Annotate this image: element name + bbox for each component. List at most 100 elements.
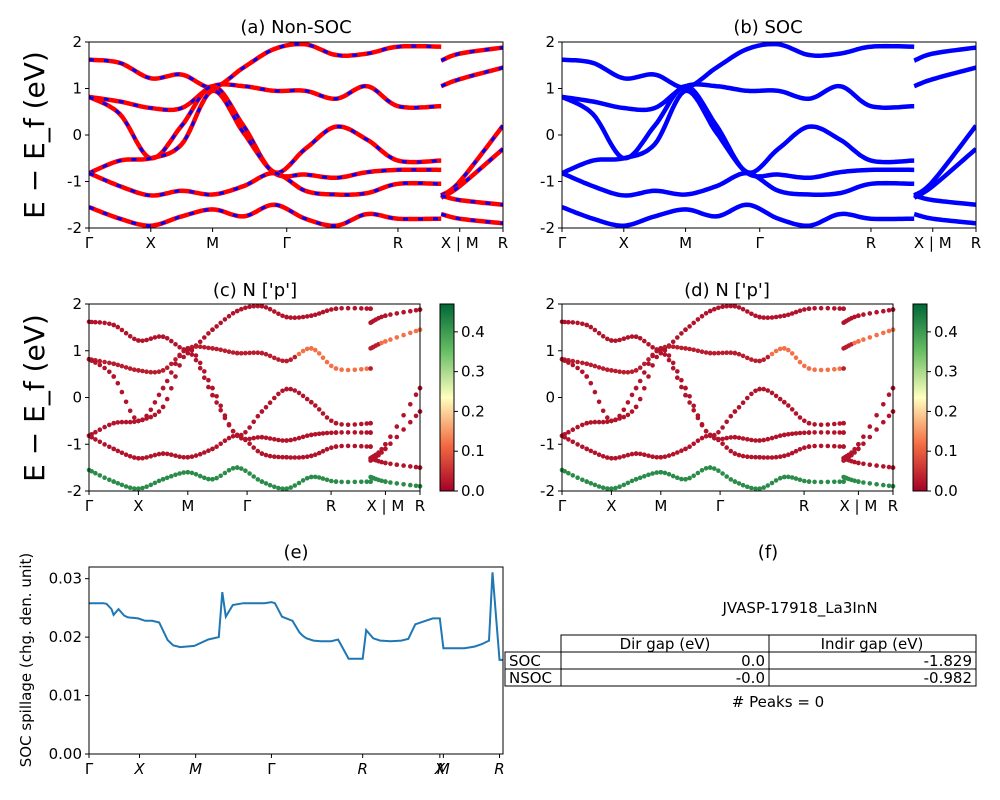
data-point: [345, 443, 351, 449]
data-point: [210, 385, 215, 391]
data-point: [339, 306, 344, 311]
data-point: [280, 313, 285, 319]
x-tick-label: Γ: [558, 497, 567, 515]
data-point: [575, 475, 580, 481]
data-point: [736, 435, 742, 441]
data-point: [247, 441, 252, 447]
data-point: [296, 390, 302, 396]
data-point: [575, 442, 580, 447]
data-point: [856, 479, 861, 484]
data-point: [720, 350, 725, 356]
data-point: [388, 480, 393, 485]
data-point: [394, 311, 400, 316]
data-point: [140, 338, 145, 344]
data-point: [662, 454, 668, 460]
data-point: [156, 392, 162, 398]
x-tick-label: X: [133, 760, 145, 778]
data-point: [584, 479, 589, 484]
data-point: [413, 483, 419, 489]
data-point: [169, 370, 174, 375]
data-point: [861, 337, 866, 342]
data-point: [782, 432, 787, 438]
data-point: [111, 479, 116, 484]
data-point: [288, 437, 294, 443]
data-point: [749, 357, 754, 362]
data-point: [745, 437, 750, 442]
data-point: [276, 391, 281, 397]
data-point: [202, 345, 207, 350]
data-point: [874, 309, 879, 315]
data-point: [243, 468, 248, 474]
band-line-dash: [89, 171, 442, 198]
data-point: [596, 484, 602, 489]
data-point: [247, 436, 252, 442]
x-tick-label: Γ: [756, 234, 765, 252]
plot-d: -2 -1 0 1 2 Γ X M Γ R X | M R: [540, 295, 898, 515]
data-point: [675, 450, 680, 455]
data-point: [401, 309, 406, 315]
data-point: [886, 483, 892, 489]
data-point: [394, 481, 400, 486]
data-point: [592, 482, 598, 488]
data-point: [276, 485, 281, 491]
data-point: [251, 445, 256, 450]
data-point: [802, 418, 807, 424]
data-point: [777, 396, 783, 402]
data-point: [313, 403, 318, 408]
data-point: [699, 468, 705, 473]
data-point: [629, 478, 635, 484]
data-point: [388, 337, 393, 342]
data-point: [782, 453, 787, 459]
data-point: [691, 441, 696, 447]
data-point: [797, 308, 803, 314]
data-point: [368, 420, 373, 426]
data-point: [226, 349, 232, 355]
data-point: [309, 399, 314, 405]
data-point: [646, 472, 651, 478]
data-point: [617, 369, 622, 375]
data-point: [812, 422, 817, 427]
data-point: [140, 455, 145, 461]
data-point: [288, 386, 294, 392]
data-point: [841, 430, 846, 435]
data-point: [97, 427, 103, 433]
data-point: [102, 365, 107, 371]
table-header-indir: Indir gap (eV): [821, 635, 924, 653]
data-point: [609, 418, 614, 424]
data-point: [605, 419, 610, 425]
data-point: [584, 361, 589, 367]
data-point: [313, 347, 318, 353]
data-point: [812, 443, 817, 449]
colorbar-tick-label: 0.2: [461, 402, 485, 420]
data-point: [408, 402, 413, 407]
data-point: [886, 328, 892, 334]
data-point: [856, 339, 861, 344]
data-point: [234, 308, 240, 314]
data-point: [683, 346, 688, 351]
data-point: [214, 400, 219, 405]
data-point: [304, 433, 310, 439]
data-point: [352, 367, 358, 373]
y-tick-label: 0: [72, 126, 82, 144]
data-point: [825, 479, 831, 485]
data-point: [797, 447, 803, 452]
data-point: [247, 350, 252, 356]
data-point: [699, 435, 705, 441]
data-point: [580, 444, 585, 450]
data-point: [613, 485, 618, 491]
y-tick-label: 2: [72, 33, 82, 51]
x-tick-label: X: [606, 497, 616, 515]
data-point: [861, 312, 866, 317]
data-point: [881, 482, 886, 488]
data-point: [621, 336, 627, 342]
data-point: [272, 437, 277, 442]
data-point: [193, 344, 199, 349]
data-point: [596, 365, 602, 370]
data-point: [333, 479, 339, 484]
data-point: [793, 431, 799, 436]
data-point: [728, 477, 734, 482]
data-point: [239, 466, 244, 471]
panel-b-title: (b) SOC: [733, 17, 802, 38]
data-point: [675, 369, 680, 374]
